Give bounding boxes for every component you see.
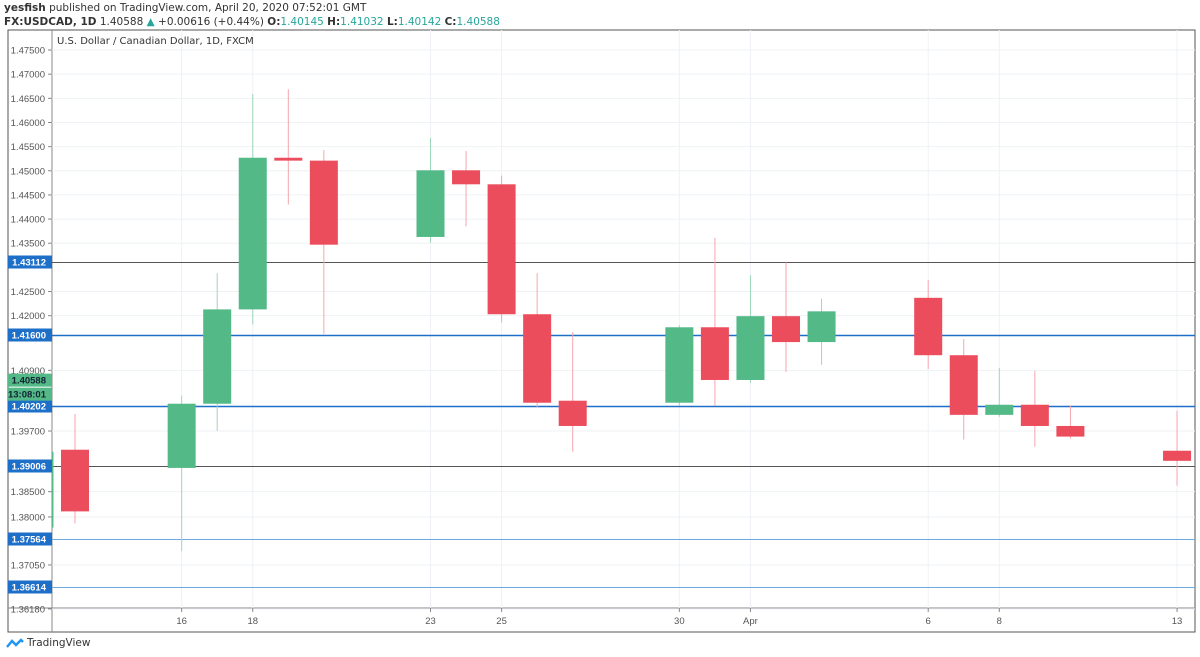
candle-body[interactable] xyxy=(807,311,836,343)
y-tick-label: 1.42000 xyxy=(11,311,45,322)
candle-body[interactable] xyxy=(949,355,978,415)
low-value: 1.40142 xyxy=(397,16,442,28)
last-price: 1.40588 xyxy=(99,16,144,28)
level-price-label: 1.43112 xyxy=(12,258,46,269)
last-price-label: 1.40588 xyxy=(12,376,46,387)
level-price-label: 1.36614 xyxy=(12,583,47,594)
x-tick-label: 18 xyxy=(247,616,258,627)
x-tick-label: 13 xyxy=(1172,616,1183,627)
candle-body[interactable] xyxy=(700,327,729,380)
x-tick-label: 8 xyxy=(997,616,1002,627)
close-value: 1.40588 xyxy=(456,16,500,28)
x-tick-label: 30 xyxy=(674,616,685,627)
candle-body[interactable] xyxy=(985,404,1014,415)
y-tick-label: 1.37050 xyxy=(11,560,45,571)
y-tick-label: 1.45500 xyxy=(11,142,45,153)
y-tick-label: 1.38000 xyxy=(11,512,45,523)
candle-body[interactable] xyxy=(558,400,587,426)
countdown-label-bg xyxy=(8,387,52,401)
y-tick-label: 1.46000 xyxy=(11,118,45,129)
chart-title: U.S. Dollar / Canadian Dollar, 1D, FXCM xyxy=(57,36,254,47)
chart-frame xyxy=(7,29,1196,633)
level-price-label-bg xyxy=(8,580,52,594)
open-label: O: xyxy=(267,16,281,28)
level-price-label-bg xyxy=(8,399,52,413)
x-tick-label: Apr xyxy=(743,616,758,627)
level-price-label: 1.41600 xyxy=(12,331,46,342)
candle-body[interactable] xyxy=(452,170,481,185)
y-tick-label: 1.47000 xyxy=(11,70,45,81)
symbol-info: FX:USDCAD, 1D 1.40588 ▲ +0.00616 (+0.44%… xyxy=(4,16,500,28)
last-price-label-bg xyxy=(8,373,52,387)
symbol-label: FX:USDCAD, 1D xyxy=(4,16,97,28)
author-name[interactable]: yesfish xyxy=(4,2,46,14)
high-label: H: xyxy=(327,16,341,28)
y-tick-label: 1.38500 xyxy=(11,487,45,498)
close-label: C: xyxy=(444,16,457,28)
y-tick-label: 1.36180 xyxy=(11,604,45,615)
level-price-label: 1.39006 xyxy=(12,462,46,473)
x-tick-label: 6 xyxy=(926,616,931,627)
y-tick-label: 1.47500 xyxy=(11,46,45,57)
y-tick-label: 1.45000 xyxy=(11,166,45,177)
y-tick-label: 1.42500 xyxy=(11,287,45,298)
up-arrow-icon: ▲ xyxy=(146,16,155,28)
candle-body[interactable] xyxy=(416,170,445,237)
open-value: 1.40145 xyxy=(280,16,324,28)
candle-body[interactable] xyxy=(274,157,303,161)
high-value: 1.41032 xyxy=(340,16,384,28)
low-label: L: xyxy=(386,16,398,28)
y-tick-label: 1.40900 xyxy=(11,366,45,377)
candle-body[interactable] xyxy=(914,297,943,356)
tradingview-logo[interactable]: TradingView xyxy=(6,637,90,649)
price-change: +0.00616 (+0.44%) xyxy=(158,16,264,28)
level-price-label-bg xyxy=(8,328,52,342)
y-tick-label: 1.44000 xyxy=(11,215,45,226)
candle-body[interactable] xyxy=(61,449,89,512)
countdown-label: 13:08:01 xyxy=(8,390,47,401)
candle-body[interactable] xyxy=(487,184,516,315)
level-price-label: 1.37564 xyxy=(12,535,47,546)
x-tick-label: 16 xyxy=(176,616,187,627)
y-tick-label: 1.44500 xyxy=(11,190,45,201)
y-tick-label: 1.43500 xyxy=(11,239,45,250)
candle-body[interactable] xyxy=(736,316,765,380)
candle-body[interactable] xyxy=(1020,404,1049,426)
tradingview-logo-icon xyxy=(6,638,24,648)
level-price-label-bg xyxy=(8,255,52,269)
level-price-label-bg xyxy=(8,532,52,546)
candle-body[interactable] xyxy=(238,157,267,310)
x-tick-label: 23 xyxy=(425,616,436,627)
x-tick-label: 25 xyxy=(496,616,507,627)
y-tick-label: 1.39700 xyxy=(11,427,45,438)
candle-body[interactable] xyxy=(203,309,232,404)
y-tick-label: 1.46500 xyxy=(11,94,45,105)
candle-body[interactable] xyxy=(167,403,196,468)
candle-body[interactable] xyxy=(1163,450,1192,461)
level-price-label-bg xyxy=(8,459,52,473)
candle-body[interactable] xyxy=(25,451,54,528)
published-text: published on TradingView.com, April 20, … xyxy=(49,2,367,14)
publish-info: yesfish published on TradingView.com, Ap… xyxy=(4,2,366,14)
brand-name: TradingView xyxy=(27,637,91,649)
candles-group xyxy=(25,89,1192,552)
candle-body[interactable] xyxy=(309,160,338,245)
candle-body[interactable] xyxy=(1056,425,1085,437)
candle-body[interactable] xyxy=(772,316,800,343)
candle-body[interactable] xyxy=(523,314,552,403)
candle-body[interactable] xyxy=(665,327,694,403)
level-price-label: 1.40202 xyxy=(12,402,46,413)
